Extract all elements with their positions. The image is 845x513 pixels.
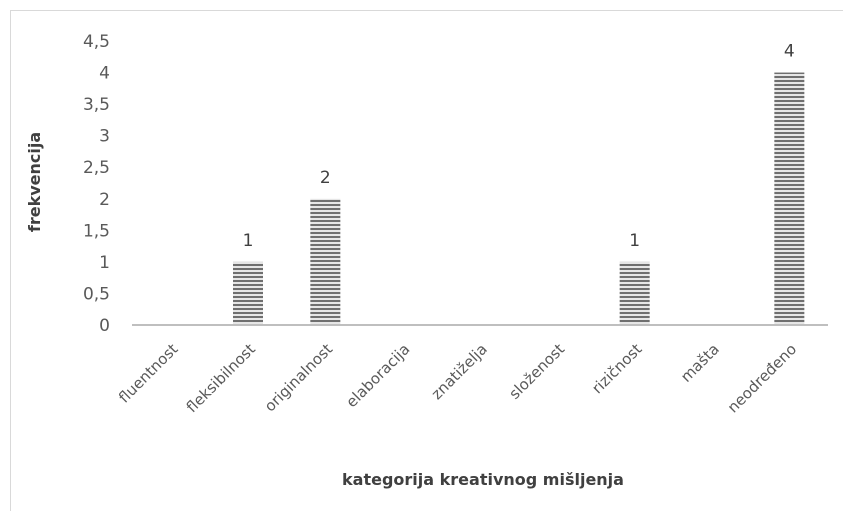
bar-rizičnost	[619, 261, 650, 325]
bar-neodređeno	[774, 72, 805, 325]
x-tick-label: mašta	[677, 340, 723, 386]
y-tick-label: 2	[99, 190, 110, 210]
x-tick-label: originalnost	[261, 340, 336, 415]
y-tick-label: 3,5	[83, 95, 110, 115]
x-tick-label: fluentnost	[115, 340, 182, 407]
bar-fleksibilnost	[233, 261, 263, 325]
y-tick-label: 1	[99, 253, 110, 273]
category-labels: fluentnost fleksibilnost originalnost elabo…	[115, 340, 800, 416]
data-label-originalnost: 2	[320, 168, 331, 188]
y-tick-label: 0	[99, 316, 110, 336]
y-tick-label: 0,5	[83, 284, 110, 304]
y-tick-label: 4,5	[83, 32, 110, 52]
x-tick-label: rizičnost	[588, 340, 645, 397]
y-tick-label: 1,5	[83, 221, 110, 241]
x-tick-label: fleksibilnost	[183, 340, 259, 416]
y-tick-label: 2,5	[83, 158, 110, 178]
bars	[233, 72, 805, 325]
x-tick-label: znatiželja	[428, 340, 491, 403]
y-axis-title: frekvencija	[25, 132, 44, 232]
data-label-neodređeno: 4	[784, 42, 795, 62]
data-label-fleksibilnost: 1	[243, 231, 254, 251]
y-tick-label: 3	[99, 127, 110, 147]
data-labels: 1 2 1 4	[243, 42, 795, 251]
y-axis-ticks: 0 0,5 1 1,5 2 2,5 3 3,5 4 4,5	[83, 32, 110, 336]
x-tick-label: neodređeno	[724, 340, 800, 416]
data-label-rizičnost: 1	[629, 231, 640, 251]
y-tick-label: 4	[99, 64, 110, 84]
x-axis-title: kategorija kreativnog mišljenja	[342, 470, 624, 489]
bar-originalnost	[310, 198, 341, 325]
chart-frame	[10, 10, 843, 511]
x-tick-label: elaboracija	[342, 340, 413, 411]
x-tick-label: složenost	[505, 340, 568, 403]
